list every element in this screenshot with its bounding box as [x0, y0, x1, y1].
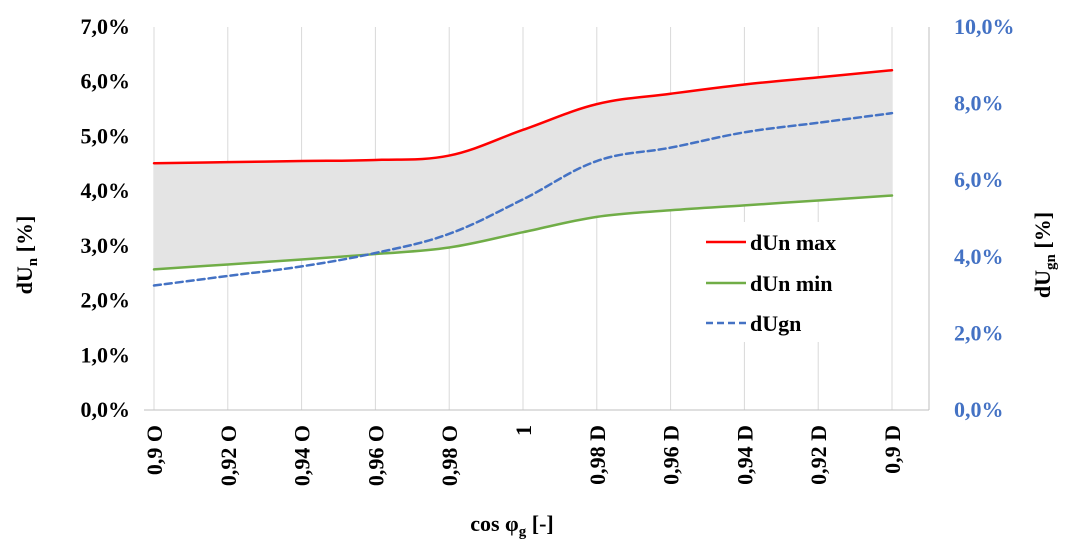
y-axis-title-left: dUn [%] [12, 216, 41, 295]
y-tick-label-right: 0,0% [954, 397, 1004, 422]
x-axis-title: cos φg [-] [470, 511, 554, 539]
y-tick-label-right: 8,0% [954, 91, 1004, 116]
x-tick-label: 0,92 O [216, 425, 241, 486]
y-tick-label-right: 6,0% [954, 167, 1004, 192]
y-tick-label-left: 1,0% [81, 342, 131, 367]
x-tick-label: 0,96 D [659, 425, 684, 485]
y-tick-label-left: 6,0% [81, 69, 131, 94]
series-line-dun-min [152, 194, 894, 271]
x-tick-label: 0,92 D [806, 425, 831, 485]
legend-label: dUn min [750, 271, 833, 296]
x-tick-label: 0,9 O [142, 425, 167, 475]
y-tick-label-left: 2,0% [81, 288, 131, 313]
y-tick-label-left: 0,0% [81, 397, 131, 422]
y-axis-title-right: dUgn [%] [1030, 212, 1059, 298]
x-tick-label: 0,9 D [880, 425, 905, 474]
series-line-dugn [152, 111, 894, 287]
y-tick-label-left: 3,0% [81, 233, 131, 258]
series-line-dun-max [152, 68, 894, 165]
y-tick-label-left: 5,0% [81, 123, 131, 148]
legend-label: dUgn [750, 311, 801, 336]
x-tick-label: 0,94 D [732, 425, 757, 485]
x-tick-label: 0,96 O [363, 425, 388, 486]
x-tick-label: 0,98 O [437, 425, 462, 486]
x-tick-label: 0,94 O [290, 425, 315, 486]
legend-label: dUn max [750, 230, 836, 255]
y-tick-label-left: 7,0% [81, 14, 131, 39]
shaded-range-area [154, 70, 892, 270]
x-tick-label: 0,98 D [585, 425, 610, 485]
y-tick-label-right: 2,0% [954, 320, 1004, 345]
y-tick-label-left: 4,0% [81, 178, 131, 203]
y-tick-label-right: 10,0% [954, 14, 1015, 39]
x-tick-label: 1 [511, 425, 536, 436]
y-tick-label-right: 4,0% [954, 244, 1004, 269]
